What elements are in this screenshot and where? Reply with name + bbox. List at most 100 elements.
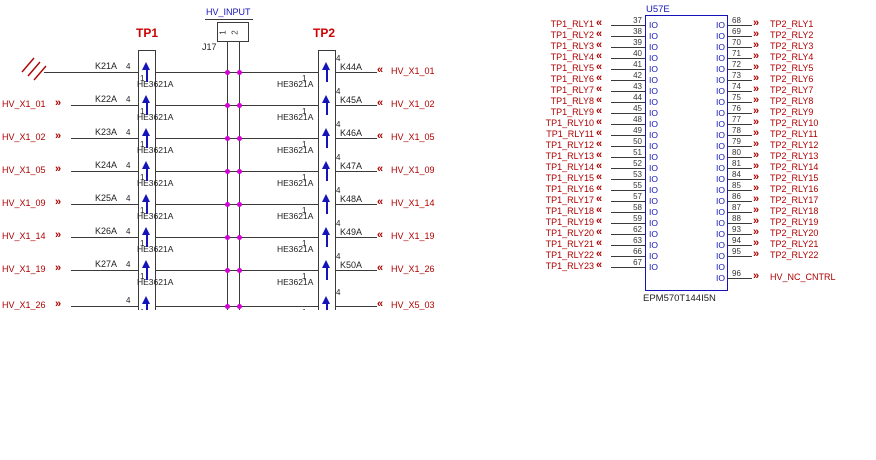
cpld-port-left[interactable]: TP1_RLY6	[550, 74, 594, 84]
relay-part-label[interactable]: HE3621A	[277, 79, 314, 89]
net-port-left[interactable]: HV_X1_26	[2, 300, 46, 310]
net-port-left[interactable]: HV_X1_05	[2, 165, 46, 175]
relay-designator-right[interactable]: K45A	[340, 95, 363, 105]
cpld-port-right[interactable]: TP2_RLY14	[770, 162, 819, 172]
cpld-port-left[interactable]: TP1_RLY4	[550, 52, 594, 62]
net-port-right[interactable]: HV_X1_26	[391, 264, 435, 274]
relay-part-label[interactable]: HE3621A	[137, 211, 174, 221]
cpld-port-left[interactable]: TP1_RLY11	[546, 129, 594, 139]
relay-designator-left[interactable]: K24A	[95, 160, 118, 170]
net-port-right[interactable]: HV_X1_19	[391, 231, 435, 241]
net-port-left[interactable]: HV_X1_09	[2, 198, 46, 208]
cpld-port-left[interactable]: TP1_RLY9	[550, 107, 594, 117]
relay-part-label[interactable]: HE3621A	[277, 145, 314, 155]
relay-designator-left[interactable]: K22A	[95, 94, 118, 104]
relay-part-label[interactable]: HE3621A	[277, 112, 314, 122]
net-port-right[interactable]: HV_X1_05	[391, 132, 435, 142]
relay-part-label[interactable]: HE3621A	[137, 178, 174, 188]
relay-part-label[interactable]: HE3621A	[137, 244, 174, 254]
relay-designator-right[interactable]: K47A	[340, 161, 363, 171]
cpld-body-box[interactable]	[645, 15, 728, 291]
net-port-left[interactable]: HV_X1_14	[2, 231, 46, 241]
cpld-port-right[interactable]: TP2_RLY11	[770, 129, 818, 139]
cpld-port-left[interactable]: TP1_RLY16	[545, 184, 594, 194]
j17-refdes-label[interactable]: J17	[202, 42, 217, 52]
cpld-port-left[interactable]: TP1_RLY1	[550, 19, 594, 29]
net-port-right[interactable]: HV_X1_01	[391, 66, 435, 76]
cpld-part-label[interactable]: EPM570T144I5N	[643, 293, 716, 304]
relay-designator-left[interactable]: K23A	[95, 127, 118, 137]
cpld-port-right[interactable]: TP2_RLY5	[770, 63, 814, 73]
relay-part-label[interactable]: HE3621A	[137, 79, 174, 89]
net-port-right[interactable]: HV_X1_02	[391, 99, 435, 109]
cpld-port-left[interactable]: TP1_RLY10	[545, 118, 594, 128]
relay-designator-right[interactable]: K49A	[340, 227, 363, 237]
tp2-connector-box[interactable]	[318, 50, 336, 310]
tp1-connector-box[interactable]	[138, 50, 156, 310]
cpld-port-left[interactable]: TP1_RLY14	[545, 162, 594, 172]
cpld-port-left[interactable]: TP1_RLY7	[550, 85, 594, 95]
relay-part-label[interactable]: HE3621A	[277, 244, 314, 254]
cpld-port-left[interactable]: TP1_RLY15	[545, 173, 594, 183]
net-port-left[interactable]: HV_X1_01	[2, 99, 46, 109]
cpld-port-right[interactable]: TP2_RLY3	[770, 41, 814, 51]
net-port-left[interactable]: HV_X1_19	[2, 264, 46, 274]
cpld-port-right[interactable]: TP2_RLY12	[770, 140, 819, 150]
net-port-right[interactable]: HV_X1_14	[391, 198, 435, 208]
cpld-port-left[interactable]: TP1_RLY12	[545, 140, 594, 150]
cpld-port-right[interactable]: TP2_RLY21	[770, 239, 819, 249]
net-port-right[interactable]: HV_X1_09	[391, 165, 435, 175]
relay-part-label[interactable]: HE3621A	[277, 211, 314, 221]
net-port-left[interactable]: HV_X1_02	[2, 132, 46, 142]
cpld-port-right[interactable]: TP2_RLY10	[770, 118, 819, 128]
cpld-port-right[interactable]: TP2_RLY17	[770, 195, 819, 205]
tp1-refdes-label[interactable]: TP1	[136, 26, 159, 40]
cpld-port-left[interactable]: TP1_RLY17	[545, 195, 594, 205]
cpld-port-right[interactable]: TP2_RLY18	[770, 206, 819, 216]
cpld-port-left[interactable]: TP1_RLY18	[545, 206, 594, 216]
relay-designator-right[interactable]: K50A	[340, 260, 363, 270]
cpld-port-right[interactable]: TP2_RLY7	[770, 85, 814, 95]
cpld-port-right[interactable]: TP2_RLY4	[770, 52, 814, 62]
cpld-port-left[interactable]: TP1_RLY19	[545, 217, 594, 227]
cpld-port-left[interactable]: TP1_RLY22	[545, 250, 594, 260]
tp2-refdes-label[interactable]: TP2	[313, 26, 336, 40]
relay-designator-right[interactable]: K48A	[340, 194, 363, 204]
cpld-port-left[interactable]: TP1_RLY13	[545, 151, 594, 161]
cpld-port-right[interactable]: TP2_RLY6	[770, 74, 814, 84]
cpld-port-right[interactable]: TP2_RLY8	[770, 96, 814, 106]
cpld-port-left[interactable]: TP1_RLY3	[550, 41, 594, 51]
cpld-port-right[interactable]: TP2_RLY13	[770, 151, 819, 161]
j17-connector-box[interactable]	[217, 22, 249, 42]
relay-designator-right[interactable]: K44A	[340, 62, 363, 72]
cpld-port-left[interactable]: TP1_RLY23	[545, 261, 594, 271]
relay-designator-left[interactable]: K21A	[95, 61, 118, 71]
net-port-right[interactable]: HV_X5_03	[391, 300, 435, 310]
cpld-port-left[interactable]: TP1_RLY21	[545, 239, 594, 249]
relay-part-label[interactable]: HE3621A	[137, 112, 174, 122]
relay-designator-right[interactable]: K46A	[340, 128, 363, 138]
cpld-port-left[interactable]: TP1_RLY5	[550, 63, 594, 73]
relay-designator-left[interactable]: K26A	[95, 226, 118, 236]
relay-designator-left[interactable]: K27A	[95, 259, 118, 269]
relay-part-label[interactable]: HE3621A	[277, 277, 314, 287]
hv-input-net-label[interactable]: HV_INPUT	[206, 7, 251, 17]
earth-ground-icon[interactable]	[20, 55, 48, 81]
cpld-port-right[interactable]: TP2_RLY9	[770, 107, 814, 117]
cpld-port-right[interactable]: TP2_RLY20	[770, 228, 819, 238]
relay-part-label[interactable]: HE3621A	[137, 145, 174, 155]
cpld-port-left[interactable]: TP1_RLY20	[545, 228, 594, 238]
cpld-port-right[interactable]: TP2_RLY22	[770, 250, 819, 260]
cpld-port-right[interactable]: TP2_RLY15	[770, 173, 819, 183]
relay-designator-left[interactable]: K25A	[95, 193, 118, 203]
cpld-port-right[interactable]: TP2_RLY1	[770, 19, 814, 29]
cpld-port-right[interactable]: TP2_RLY19	[770, 217, 819, 227]
cpld-port-right[interactable]: TP2_RLY16	[770, 184, 819, 194]
cpld-port-left[interactable]: TP1_RLY2	[550, 30, 594, 40]
cpld-port-left[interactable]: TP1_RLY8	[550, 96, 594, 106]
cpld-port-right[interactable]: TP2_RLY2	[770, 30, 814, 40]
relay-part-label[interactable]: HE3621A	[137, 277, 174, 287]
cpld-port-right[interactable]: HV_NC_CNTRL	[770, 272, 836, 282]
cpld-refdes-label[interactable]: U57E	[646, 4, 670, 15]
relay-part-label[interactable]: HE3621A	[277, 178, 314, 188]
